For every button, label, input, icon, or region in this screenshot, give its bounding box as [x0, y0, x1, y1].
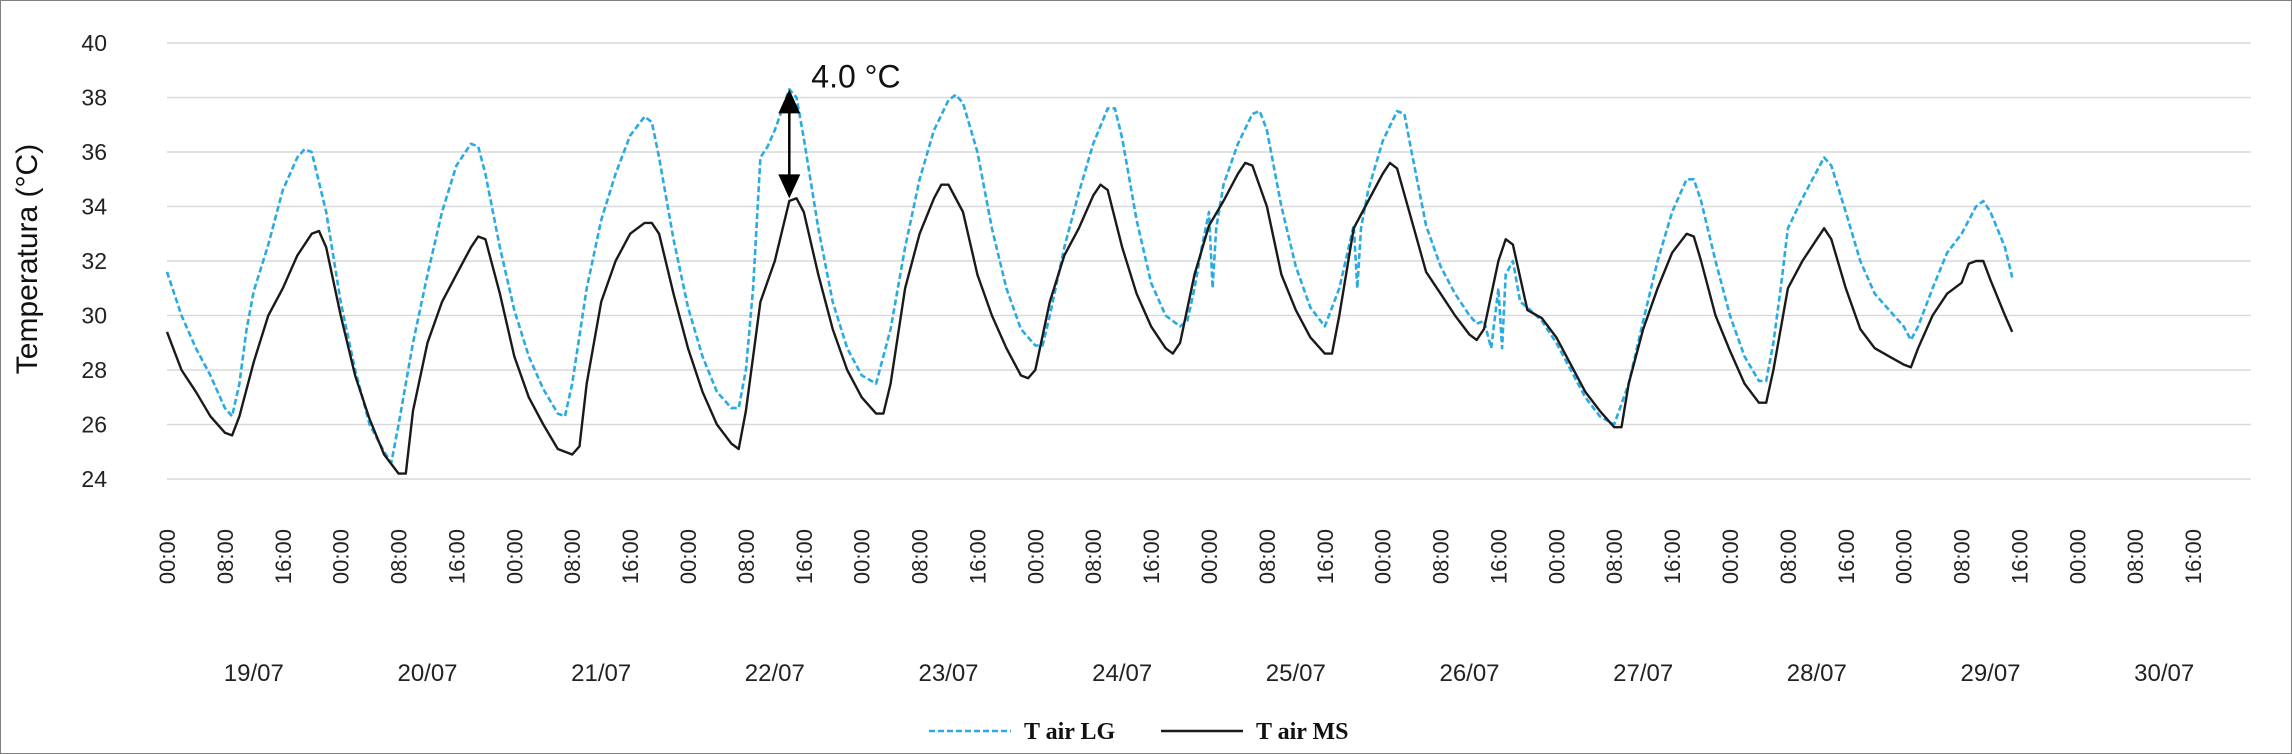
y-tick-label: 24: [81, 466, 107, 492]
x-time-tick-label: 08:00: [1776, 529, 1801, 584]
x-time-tick-label: 16:00: [2007, 529, 2032, 584]
y-tick-label: 34: [81, 194, 107, 220]
series-line-tair-lg: [165, 88, 2014, 464]
x-axis-date-labels: 19/07 20/07 21/07 22/07 23/07 24/07 25/07 26/07…: [224, 660, 2194, 687]
x-time-tick-label: 08:00: [387, 529, 412, 584]
x-date-label: 23/07: [918, 660, 978, 687]
x-time-tick-label: 16:00: [271, 529, 296, 584]
x-time-tick-label: 16:00: [618, 529, 643, 584]
y-tick-label: 32: [81, 248, 107, 274]
y-axis-label: Temperatura (°C): [11, 144, 44, 374]
annotation-arrow-down: [778, 174, 801, 199]
x-date-label: 29/07: [1960, 660, 2020, 687]
y-tick-label: 30: [81, 303, 107, 329]
x-time-tick-label: 00:00: [676, 529, 701, 584]
legend: T air LG T air MS: [929, 719, 1348, 745]
x-time-tick-label: 08:00: [1255, 529, 1280, 584]
x-date-label: 21/07: [571, 660, 631, 687]
legend-label-tair-ms: T air MS: [1256, 719, 1348, 745]
x-time-tick-label: 00:00: [155, 529, 180, 584]
x-axis-time-ticks: 00:00 08:00 16:00 00:00 08:00 16:00 00:00 08:00…: [155, 529, 2206, 584]
x-time-tick-label: 08:00: [734, 529, 759, 584]
x-time-tick-label: 00:00: [1197, 529, 1222, 584]
annotation-label: 4.0 °C: [811, 58, 900, 94]
x-time-tick-label: 08:00: [1950, 529, 1975, 584]
x-time-tick-label: 00:00: [2065, 529, 2090, 584]
x-time-tick-label: 16:00: [1139, 529, 1164, 584]
series-line-tair-ms: [165, 161, 2014, 475]
x-date-label: 30/07: [2134, 660, 2194, 687]
x-time-tick-label: 16:00: [792, 529, 817, 584]
x-time-tick-label: 08:00: [1081, 529, 1106, 584]
x-date-label: 22/07: [745, 660, 805, 687]
x-time-tick-label: 08:00: [2123, 529, 2148, 584]
x-time-tick-label: 16:00: [1486, 529, 1511, 584]
x-date-label: 27/07: [1613, 660, 1673, 687]
x-date-label: 25/07: [1266, 660, 1326, 687]
legend-label-tair-lg: T air LG: [1024, 719, 1115, 745]
x-time-tick-label: 08:00: [560, 529, 585, 584]
x-date-label: 20/07: [397, 660, 457, 687]
y-tick-label: 38: [81, 85, 107, 111]
x-time-tick-label: 00:00: [1023, 529, 1048, 584]
x-time-tick-label: 16:00: [1313, 529, 1338, 584]
annotation: 4.0 °C: [778, 58, 901, 199]
gridlines: [167, 42, 2251, 480]
y-tick-label: 36: [81, 139, 107, 165]
x-time-tick-label: 08:00: [1429, 529, 1454, 584]
y-tick-label: 26: [81, 412, 107, 438]
x-time-tick-label: 08:00: [213, 529, 238, 584]
x-time-tick-label: 00:00: [1892, 529, 1917, 584]
x-time-tick-label: 16:00: [1660, 529, 1685, 584]
x-time-tick-label: 16:00: [1834, 529, 1859, 584]
y-tick-label: 28: [81, 357, 107, 383]
x-time-tick-label: 00:00: [850, 529, 875, 584]
y-axis-ticks: 24 26 28 30 32 34 36 38 40: [81, 30, 107, 492]
x-time-tick-label: 00:00: [1544, 529, 1569, 584]
x-date-label: 19/07: [224, 660, 284, 687]
x-time-tick-label: 16:00: [444, 529, 469, 584]
x-date-label: 24/07: [1092, 660, 1152, 687]
x-time-tick-label: 00:00: [502, 529, 527, 584]
x-time-tick-label: 08:00: [1602, 529, 1627, 584]
x-time-tick-label: 16:00: [2181, 529, 2206, 584]
x-time-tick-label: 00:00: [329, 529, 354, 584]
x-date-label: 28/07: [1787, 660, 1847, 687]
series-lines: [165, 88, 2014, 475]
x-time-tick-label: 00:00: [1371, 529, 1396, 584]
x-time-tick-label: 16:00: [965, 529, 990, 584]
x-time-tick-label: 00:00: [1718, 529, 1743, 584]
annotation-arrow-up: [778, 89, 801, 114]
x-date-label: 26/07: [1439, 660, 1499, 687]
x-time-tick-label: 08:00: [908, 529, 933, 584]
y-tick-label: 40: [81, 30, 107, 56]
